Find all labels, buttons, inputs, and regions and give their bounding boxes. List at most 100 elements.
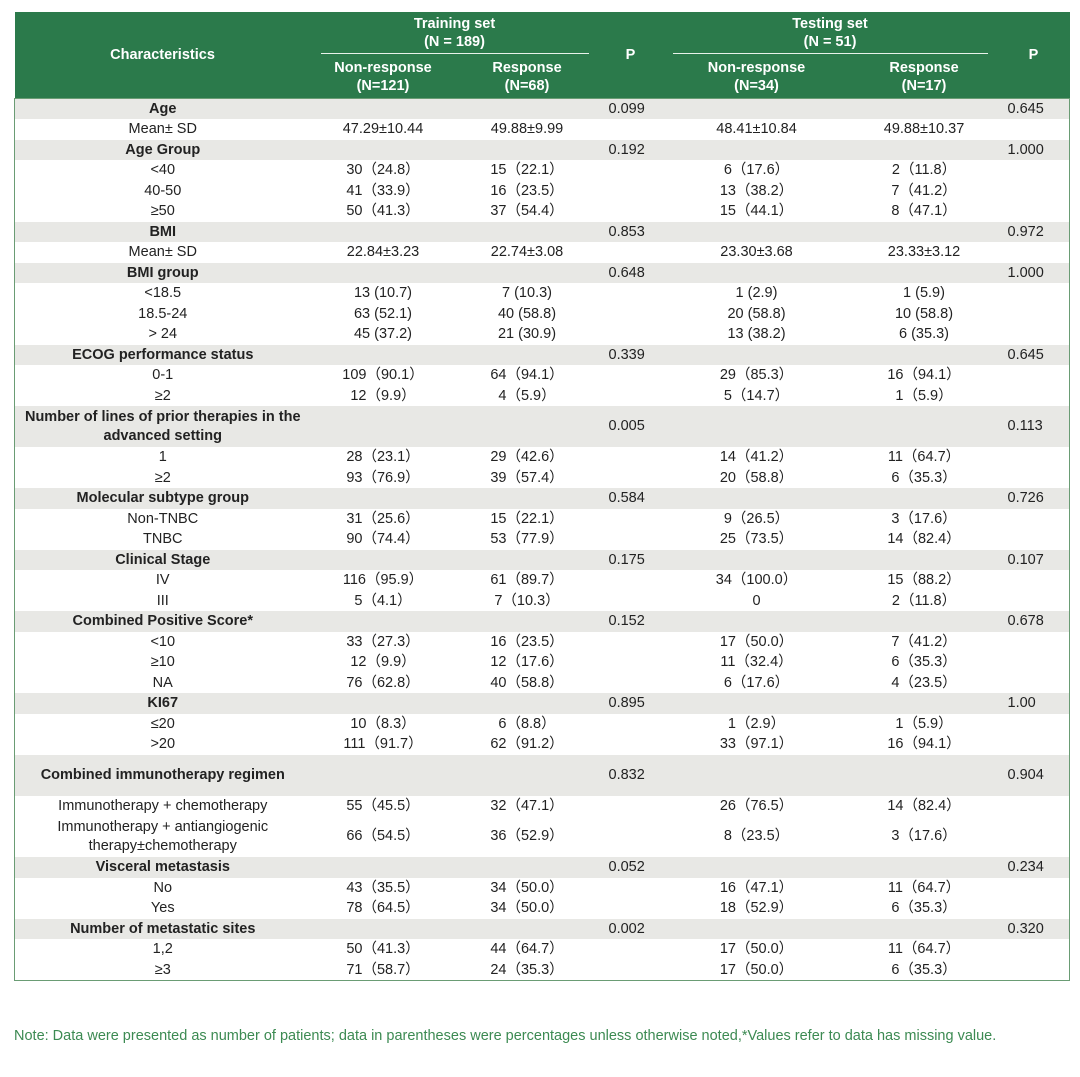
count: (N=121): [356, 77, 410, 94]
header-characteristics: Characteristics: [14, 12, 311, 98]
row-label: Combined Positive Score*: [14, 611, 311, 632]
cell-p-testing: 0.972: [997, 221, 1070, 242]
header-train-nonresponse: Non-response (N=121): [310, 56, 456, 98]
label: Non-response: [707, 59, 806, 76]
cell-train-nonresponse: 90（74.4）: [346, 531, 420, 547]
cell-train-nonresponse: [310, 139, 456, 160]
cell-train-response: 29（42.6）: [490, 449, 564, 465]
group-row: BMI 0.853 0.972: [14, 221, 1070, 242]
cell-train-nonresponse: [310, 693, 456, 714]
cell-test-response: 4（23.5）: [891, 674, 957, 691]
row-label: <40: [150, 162, 176, 178]
cell-test-nonresponse: 0: [752, 592, 761, 609]
group-row: Combined immunotherapy regimen 0.832 0.904: [14, 754, 1070, 796]
row-label: ≥2: [154, 469, 171, 486]
cell-p-testing: [998, 529, 1070, 550]
header-train-response: Response (N=68): [455, 56, 599, 98]
cell-train-nonresponse: 22.84±3.23: [346, 244, 420, 260]
cell-test-nonresponse: 17（50.0）: [719, 961, 794, 978]
count: (N=68): [504, 77, 550, 94]
cell-train-nonresponse: 41（33.9）: [346, 182, 420, 199]
table-row: <40 30（24.8） 15（22.1） 6（17.6） 2（11.8）: [15, 160, 1070, 181]
row-label: ≥10: [150, 654, 175, 670]
cell-test-response: [850, 344, 998, 365]
cell-test-response: [850, 139, 998, 160]
cell-p-training: [599, 119, 663, 140]
table-row: >20 111（91.7） 62（91.2） 33（97.1） 16（94.1）: [15, 734, 1070, 755]
row-label: >20: [150, 736, 176, 752]
cell-p-testing: 0.904: [997, 754, 1070, 796]
cell-p-training: [599, 570, 663, 591]
cell-train-nonresponse: 28（23.1）: [346, 449, 420, 465]
cell-p-training: [599, 939, 663, 960]
header-test-nonresponse: Non-response (N=34): [662, 56, 851, 98]
cell-train-nonresponse: 78（64.5）: [346, 900, 420, 916]
count: (N=34): [734, 77, 779, 94]
cell-test-nonresponse: [662, 221, 851, 242]
label: Response: [492, 59, 562, 76]
cell-test-response: 1（5.9）: [895, 715, 953, 732]
cell-train-nonresponse: 10（8.3）: [350, 715, 416, 732]
cell-test-nonresponse: 17（50.0）: [719, 941, 794, 957]
row-label: Mean± SD: [128, 121, 197, 137]
row-label: BMI group: [14, 262, 311, 283]
row-label: <10: [150, 633, 176, 650]
cell-train-nonresponse: [310, 918, 456, 939]
row-label: KI67: [14, 693, 311, 714]
cell-test-response: [850, 549, 998, 570]
cell-train-response: 7 (10.3): [502, 285, 552, 301]
cell-test-nonresponse: 14（41.2）: [719, 449, 794, 465]
cell-p-testing: [998, 304, 1070, 325]
cell-p-testing: [998, 242, 1070, 263]
cell-train-response: 44（64.7）: [490, 941, 564, 957]
cell-p-training: [599, 447, 663, 468]
group-row: Number of lines of prior therapies in th…: [14, 406, 1070, 447]
cell-test-nonresponse: 34（100.0）: [715, 572, 798, 588]
row-label: ≥50: [150, 203, 175, 219]
cell-test-nonresponse: 29（85.3）: [719, 367, 794, 383]
cell-test-response: [850, 406, 998, 447]
row-label: Visceral metastasis: [14, 857, 311, 878]
header-training-set: Training set (N = 189): [320, 15, 589, 54]
row-label: Non-TNBC: [127, 510, 199, 527]
row-label: III: [156, 592, 169, 609]
cell-test-nonresponse: 23.30±3.68: [720, 244, 793, 260]
group-row: Number of metastatic sites 0.002 0.320: [14, 918, 1070, 939]
cell-train-response: 64（94.1）: [490, 367, 564, 383]
cell-p-training: 0.895: [598, 693, 663, 714]
group-row: Combined Positive Score* 0.152 0.678: [14, 611, 1070, 632]
cell-p-testing: 0.320: [997, 918, 1070, 939]
cell-test-nonresponse: 8（23.5）: [723, 828, 790, 844]
cell-train-response: 40（58.8）: [490, 674, 564, 691]
row-label: Age: [14, 98, 311, 119]
cell-test-nonresponse: 11（32.4）: [720, 654, 793, 670]
cell-test-response: 3（17.6）: [891, 510, 957, 527]
cell-train-response: 53（77.9）: [490, 531, 564, 547]
cell-train-response: [455, 262, 599, 283]
cell-train-response: 22.74±3.08: [490, 244, 564, 260]
cell-p-training: [599, 714, 663, 735]
cell-p-training: [599, 181, 663, 202]
cell-test-response: [850, 98, 998, 119]
cell-p-testing: [998, 878, 1070, 899]
cell-train-nonresponse: 66（54.5）: [346, 828, 420, 844]
cell-test-nonresponse: 1（2.9）: [727, 715, 786, 732]
cell-p-testing: 1.00: [997, 693, 1070, 714]
cell-train-response: [455, 344, 599, 365]
cell-train-response: 37（54.4）: [490, 203, 564, 219]
cell-p-training: 0.648: [598, 262, 663, 283]
cell-train-response: [455, 693, 599, 714]
cell-train-response: 4（5.9）: [498, 387, 556, 404]
table-row: ≥2 12（9.9） 4（5.9） 5（14.7） 1（5.9）: [15, 386, 1070, 407]
cell-test-nonresponse: [662, 918, 851, 939]
cell-train-response: [455, 611, 599, 632]
table-row: Immunotherapy + chemotherapy 55（45.5） 32（4…: [15, 796, 1070, 817]
cell-p-testing: [998, 632, 1070, 653]
cell-test-response: 6（35.3）: [891, 469, 957, 486]
cell-test-nonresponse: 13 (38.2): [727, 326, 786, 342]
row-label: 0-1: [152, 367, 174, 383]
table-row: 1 28（23.1） 29（42.6） 14（41.2） 11（64.7）: [15, 447, 1070, 468]
cell-test-response: [850, 262, 998, 283]
row-label: ≤20: [150, 715, 175, 732]
cell-p-testing: [998, 201, 1070, 222]
